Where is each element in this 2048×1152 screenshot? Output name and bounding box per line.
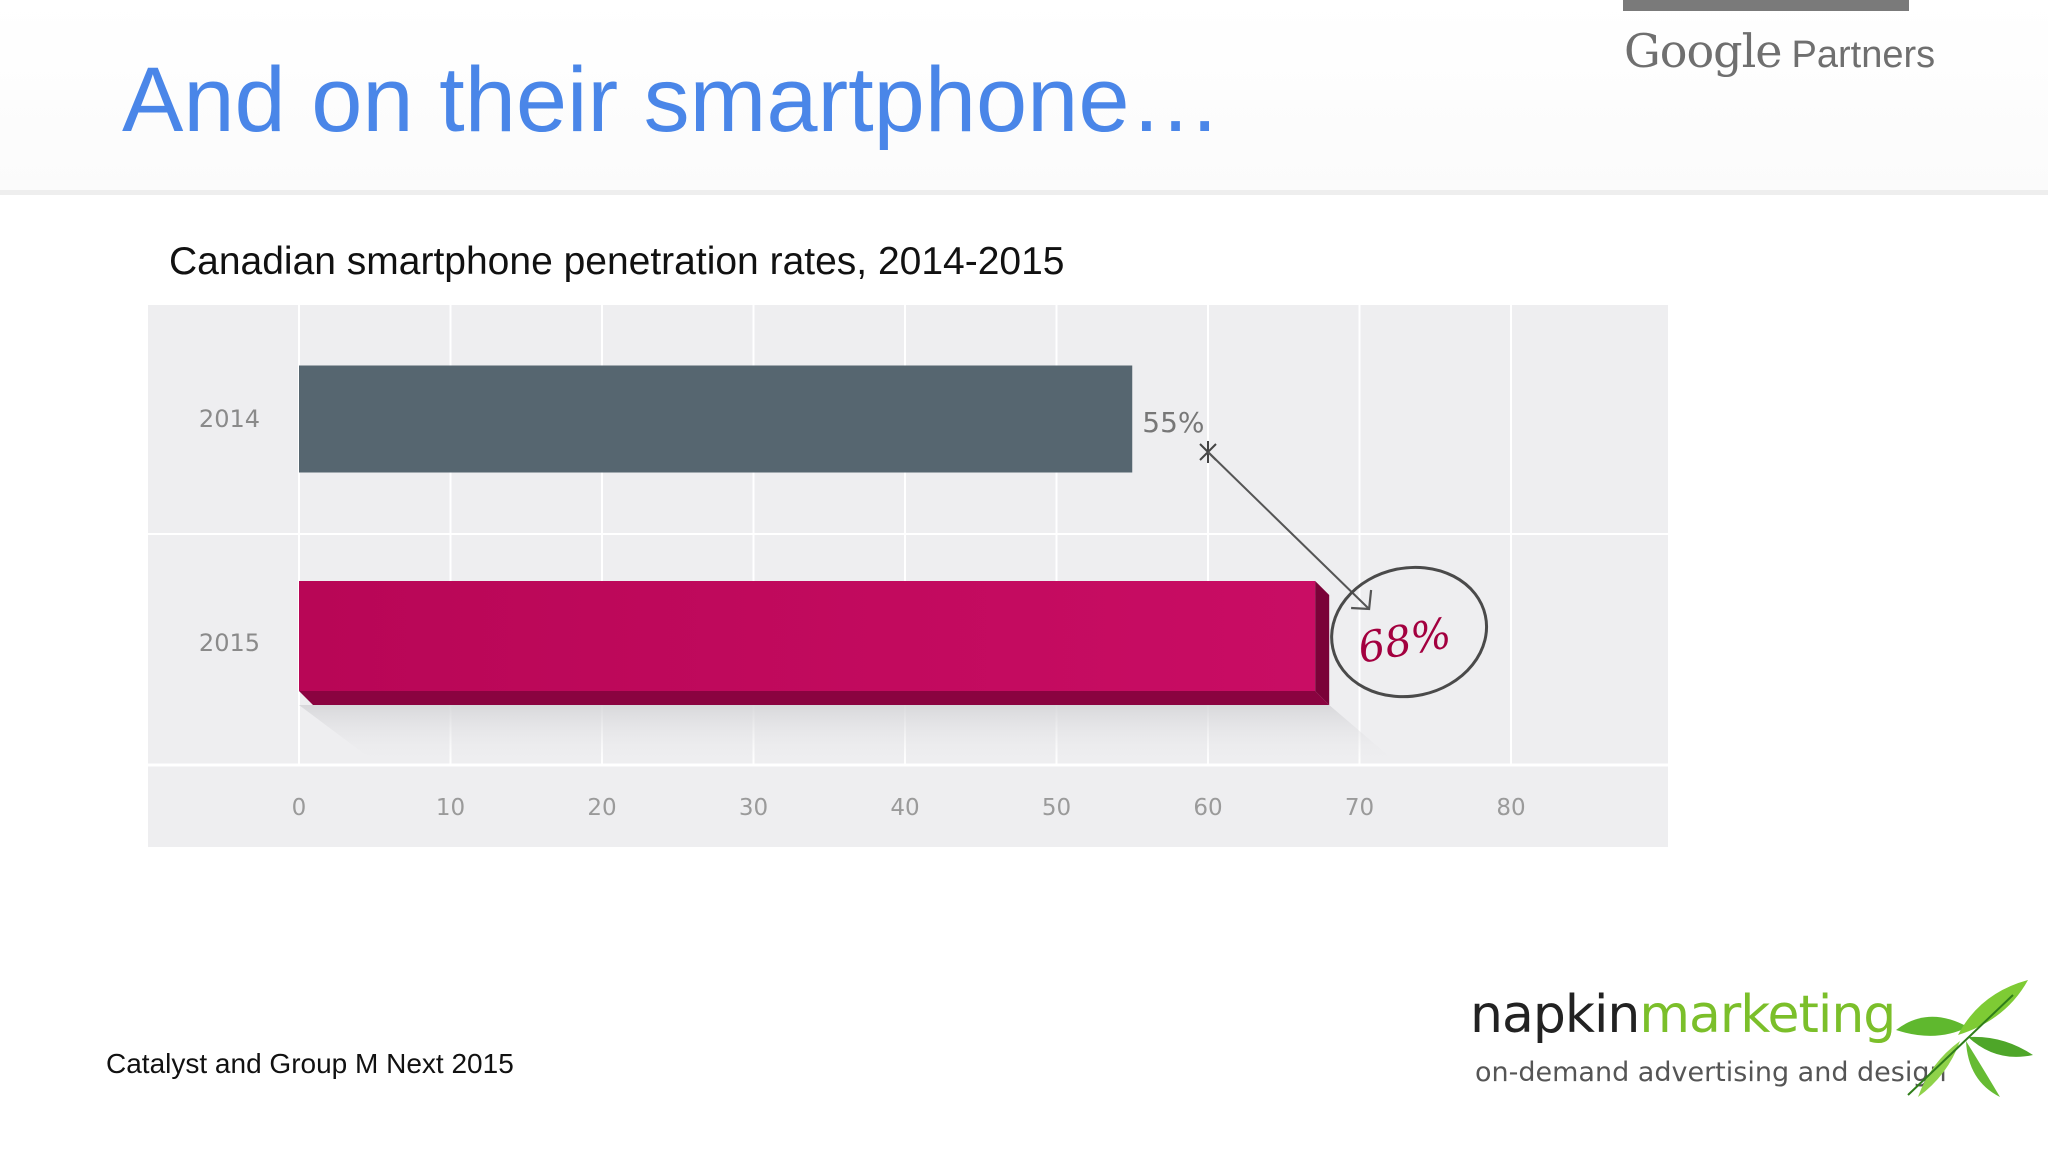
x-tick-label: 70 [1345,795,1374,821]
x-tick-label: 30 [739,795,768,821]
x-tick-label: 20 [587,795,616,821]
partner-badge-bar [1623,0,1909,11]
x-tick-label: 40 [890,795,919,821]
napkin-word-dark: napkin [1470,985,1640,1045]
napkin-wordmark: napkinmarketing [1470,985,1896,1045]
x-axis-ticks: 0 10 20 30 40 50 60 70 80 [292,795,1526,821]
bar-2014 [299,365,1133,473]
category-labels: 2014 2015 [199,405,260,657]
category-label: 2014 [199,405,260,433]
arrow-head [1351,589,1373,611]
bar-shadow [299,705,1400,765]
napkin-marketing-logo: napkinmarketing on-demand advertising an… [1470,980,2040,1115]
partners-wordmark: Partners [1791,34,1936,76]
napkin-tagline: on-demand advertising and design [1475,1057,1947,1088]
source-note: Catalyst and Group M Next 2015 [106,1048,514,1079]
bar-2015 [299,581,1316,691]
category-label: 2015 [199,629,260,657]
x-tick-label: 10 [436,795,465,821]
napkin-word-green: marketing [1639,985,1896,1045]
leaf-icon [1896,980,2033,1097]
header-divider [0,190,2048,195]
bar-2015-bottom-face [299,691,1330,705]
x-tick-label: 60 [1193,795,1222,821]
header-band [0,0,2048,190]
google-partners-logo: Google Partners [1624,24,1935,78]
chart-title: Canadian smartphone penetration rates, 2… [169,240,1065,283]
arrow-line [1207,451,1370,610]
bars [299,365,1400,765]
bar-2015-side-face [1315,581,1330,705]
x-tick-label: 0 [292,795,307,821]
x-tick-label: 80 [1496,795,1525,821]
data-label-2014: 55% [1142,406,1204,439]
slide-title: And on their smartphone… [122,49,1222,151]
google-wordmark: Google [1624,24,1783,78]
x-tick-label: 50 [1042,795,1071,821]
hand-circle [1330,565,1489,699]
